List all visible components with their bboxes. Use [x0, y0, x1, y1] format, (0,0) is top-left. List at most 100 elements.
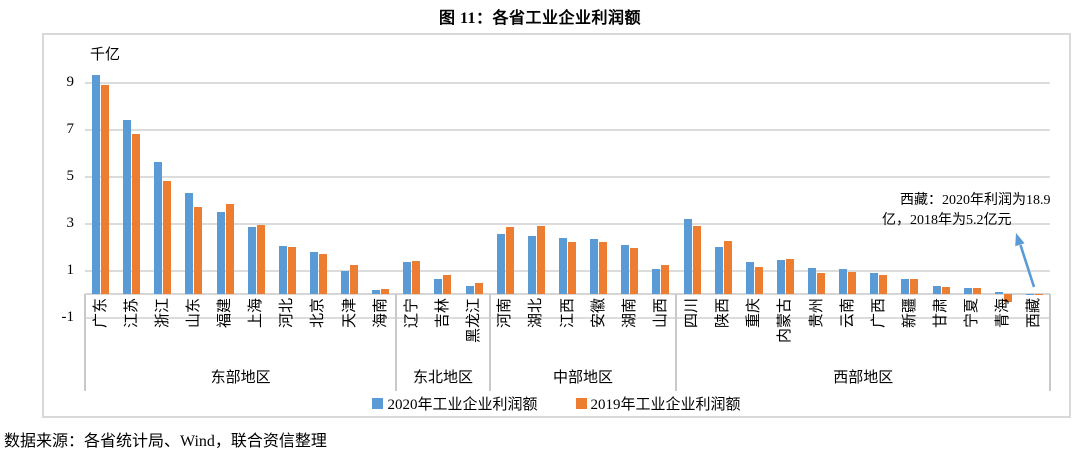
bar [496, 234, 505, 294]
axis-unit-label: 千亿 [90, 47, 121, 63]
x-label: 云南 [839, 298, 856, 329]
bar [278, 245, 287, 294]
bar [341, 270, 350, 294]
bar [505, 227, 514, 294]
legend-label: 2020年工业企业利润额 [387, 396, 538, 413]
x-label: 青海 [995, 298, 1012, 329]
legend-label: 2019年工业企业利润额 [590, 396, 741, 413]
y-tick-label: 9 [66, 73, 75, 90]
x-label: 江苏 [123, 298, 140, 329]
page-title: 图 11：各省工业企业利润额 [438, 10, 642, 27]
x-label: 吉林 [434, 298, 451, 329]
x-label: 西藏 [1026, 298, 1043, 329]
bar [154, 162, 163, 294]
bar [630, 248, 639, 294]
x-label: 天津 [341, 298, 358, 329]
region-label: 东北地区 [412, 370, 473, 386]
x-label: 广东 [92, 298, 109, 329]
region-label: 西部地区 [833, 370, 894, 386]
x-label: 四川 [684, 298, 701, 329]
bar [465, 285, 474, 294]
x-label: 贵州 [808, 298, 825, 329]
annotation-arrow-icon [1015, 233, 1036, 288]
bar [723, 241, 732, 294]
bar [256, 224, 265, 294]
legend-item: 2019年工业企业利润额 [575, 393, 741, 414]
bar [185, 192, 194, 294]
bar [287, 247, 296, 294]
bar [941, 286, 950, 294]
bar [652, 269, 661, 294]
bar [132, 134, 141, 294]
gridline [85, 316, 1050, 319]
region-separator [84, 294, 86, 391]
gridline [85, 222, 1050, 225]
bar [92, 75, 101, 294]
bar [879, 275, 888, 294]
bar [817, 272, 826, 294]
bar [123, 120, 132, 294]
bar [372, 290, 381, 294]
x-label: 内蒙古 [777, 298, 794, 344]
bar [901, 278, 910, 294]
bar [403, 262, 412, 294]
gridline [85, 81, 1050, 84]
x-label: 河南 [497, 298, 514, 329]
annotation-line1: 西藏：2020年利润为18.9 [900, 193, 1051, 208]
bar [963, 288, 972, 294]
bar [932, 285, 941, 294]
region-separator [395, 294, 398, 391]
x-label: 福建 [217, 298, 234, 329]
x-label: 浙江 [154, 298, 171, 329]
x-label: 湖南 [621, 298, 638, 329]
bar [590, 238, 599, 294]
bar [381, 289, 390, 294]
bar [350, 264, 359, 294]
y-tick-label: 5 [66, 167, 75, 184]
bar [1003, 294, 1012, 303]
gridline [85, 128, 1050, 131]
bar [839, 269, 848, 294]
gridline [85, 175, 1050, 178]
bar [994, 291, 1003, 294]
bar [972, 288, 981, 294]
y-tick-label: 1 [66, 261, 75, 278]
region-label: 东部地区 [210, 370, 271, 386]
bar [599, 242, 608, 294]
bar [776, 259, 785, 294]
x-label: 宁夏 [964, 298, 981, 329]
region-label: 中部地区 [553, 370, 614, 386]
bar [808, 268, 817, 294]
x-label: 河北 [279, 298, 296, 329]
x-label: 湖北 [528, 298, 545, 329]
tibet-annotation: 西藏：2020年利润为18.9 亿，2018年为5.2亿元 [882, 191, 1080, 231]
x-label: 新疆 [901, 298, 918, 329]
y-tick-label: 7 [66, 120, 75, 137]
bar [194, 207, 203, 294]
x-label: 陕西 [715, 298, 732, 329]
bar [785, 258, 794, 294]
x-label: 重庆 [746, 298, 763, 329]
y-tick-label: -1 [61, 308, 75, 325]
bar [163, 181, 172, 294]
legend-marker-icon [575, 397, 587, 409]
x-label: 山东 [185, 298, 202, 329]
bar [692, 225, 701, 294]
x-label: 北京 [310, 298, 327, 329]
bar [309, 251, 318, 294]
x-label: 黑龙江 [466, 298, 483, 344]
gridline [85, 269, 1050, 272]
x-label: 安徽 [590, 298, 607, 329]
bar [536, 225, 545, 294]
bar [661, 264, 670, 294]
bar [443, 275, 452, 294]
legend-item: 2020年工业企业利润额 [372, 393, 538, 414]
annotation-line2: 亿，2018年为5.2亿元 [882, 213, 1012, 228]
bar [568, 242, 576, 294]
bar [910, 278, 919, 294]
region-separator [1049, 294, 1051, 391]
bar [434, 278, 443, 294]
plot-area: 9 7 5 3 1 -1 广东 江苏 浙江 山东 福建 上海 河北 北京 天津 海南 辽宁 吉林 黑龙江 河南 湖北 江西… [44, 35, 1069, 416]
x-label: 江西 [559, 298, 576, 329]
bar [247, 227, 256, 294]
